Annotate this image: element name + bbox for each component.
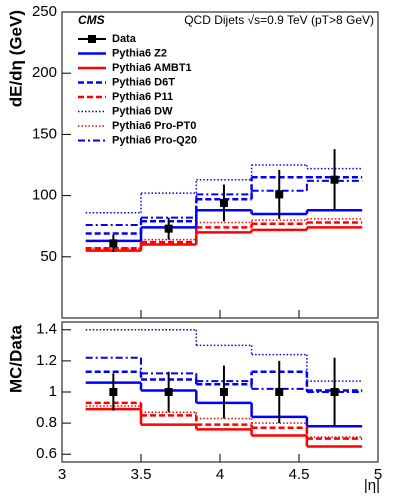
legend-label: Pythia6 AMBT1 [112, 62, 192, 74]
x-tick-label: 4 [216, 466, 224, 483]
y-tick-label: 100 [32, 187, 57, 204]
y-tick-label: 150 [32, 125, 57, 142]
legend-label: Pythia6 P11 [112, 91, 173, 103]
y-tick-label: 1.2 [36, 352, 57, 369]
data-point [164, 388, 173, 396]
legend-label: Pythia6 Z2 [112, 47, 167, 59]
x-axis-label: |η| [364, 477, 380, 494]
y-tick-label: 250 [32, 3, 57, 20]
x-tick-label: 4.5 [289, 466, 310, 483]
data-point [275, 388, 284, 396]
y-axis-label: dE/dη (GeV) [6, 10, 25, 107]
data-point [330, 388, 339, 396]
data-point [109, 239, 118, 248]
legend-swatch [88, 35, 96, 43]
x-tick-label: 3 [58, 466, 66, 483]
y-tick-label: 50 [40, 248, 57, 265]
data-point [275, 190, 284, 199]
x-tick-label: 3.5 [131, 466, 152, 483]
annotation: QCD Dijets √s=0.9 TeV (pT>8 GeV) [184, 13, 374, 27]
legend-label: Pythia6 DW [112, 105, 173, 117]
data-point [109, 388, 118, 396]
x-tick-label: 5 [374, 466, 382, 483]
legend-label: Pythia6 Pro-PT0 [112, 120, 196, 132]
experiment-label: CMS [78, 13, 105, 27]
data-point [219, 388, 228, 396]
y-tick-label: 200 [32, 64, 57, 81]
y-axis-label: MC/Data [6, 324, 25, 393]
data-point [164, 224, 173, 233]
y-tick-label: 0.6 [36, 445, 57, 462]
y-tick-label: 1.4 [36, 321, 57, 338]
data-point [219, 198, 228, 207]
y-tick-label: 1 [49, 383, 57, 400]
legend-label: Pythia6 Pro-Q20 [112, 134, 197, 146]
legend-label: Data [112, 33, 137, 45]
y-tick-label: 0.8 [36, 414, 57, 431]
data-point [330, 175, 339, 184]
legend-label: Pythia6 D6T [112, 76, 175, 88]
